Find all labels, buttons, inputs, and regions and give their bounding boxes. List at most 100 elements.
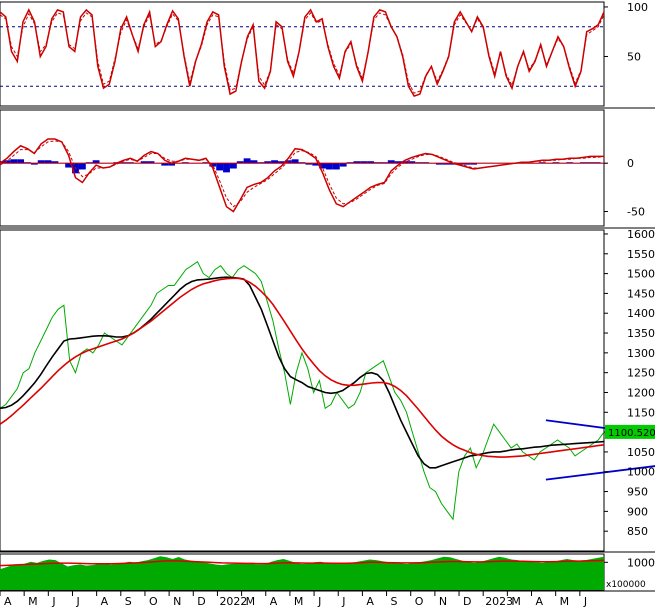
x-tick-label: M xyxy=(28,595,38,608)
histogram-bar xyxy=(65,163,73,168)
y-tick-label: 850 xyxy=(627,525,648,538)
x-tick-label: N xyxy=(173,595,181,608)
x-tick-label: M xyxy=(294,595,304,608)
histogram-bar xyxy=(284,160,292,164)
histogram-bar xyxy=(243,158,251,164)
price-line xyxy=(0,260,605,521)
y-tick-label: 950 xyxy=(627,486,648,499)
x-tick-label: J xyxy=(75,595,79,608)
trendline xyxy=(545,419,655,436)
histogram-bar xyxy=(250,160,258,164)
y-tick-label: 1450 xyxy=(627,287,655,300)
y-tick-label: 1000 xyxy=(627,466,655,479)
long-moving-average xyxy=(0,277,605,458)
x-tick-label: 2022 xyxy=(219,595,247,608)
y-tick-label: 1200 xyxy=(627,386,655,399)
histogram-bar xyxy=(470,163,478,165)
histogram-bar xyxy=(463,163,471,165)
x-tick-label: O xyxy=(415,595,424,608)
histogram-bar xyxy=(3,160,11,164)
histogram-bar xyxy=(147,161,155,164)
x-tick-label: A xyxy=(536,595,544,608)
x-tick-label: A xyxy=(366,595,374,608)
y-tick-label: 1050 xyxy=(627,446,655,459)
stochastic-frame xyxy=(0,1,605,107)
x-tick-label: N xyxy=(439,595,447,608)
stochastic-d-line xyxy=(0,12,605,94)
histogram-bar xyxy=(394,161,402,164)
histogram-bar xyxy=(332,163,340,170)
y-tick-label: 1350 xyxy=(627,327,655,340)
y-tick-label: 1400 xyxy=(627,307,655,320)
histogram-bar xyxy=(353,161,361,164)
histogram-bar xyxy=(168,163,176,166)
price-frame xyxy=(0,229,605,552)
x-tick-label: M xyxy=(560,595,570,608)
x-tick-label: A xyxy=(101,595,109,608)
histogram-bar xyxy=(223,163,230,173)
signal-line xyxy=(0,140,605,208)
histogram-bar xyxy=(44,160,52,164)
histogram-bar xyxy=(435,163,443,165)
x-tick-label: J xyxy=(51,595,55,608)
y-tick-label: 10000 xyxy=(627,556,655,569)
histogram-bar xyxy=(326,163,333,170)
histogram-bar xyxy=(161,163,169,166)
price-panel: 1600 1550 1500 1450 1400 1350 1300 1250 1200 1150… xyxy=(0,228,655,538)
last-price-label: 1100.520 xyxy=(608,428,655,439)
histogram-bar xyxy=(387,160,395,164)
short-moving-average xyxy=(0,276,605,469)
y-tick-label: 1550 xyxy=(627,248,655,261)
histogram-bar xyxy=(312,163,320,166)
histogram-bar xyxy=(37,160,45,164)
histogram-bar xyxy=(209,163,217,167)
macd-panel: 0 -50 xyxy=(0,138,645,219)
histogram-bar xyxy=(78,163,86,170)
volume-average-line xyxy=(0,559,605,567)
trendline xyxy=(545,465,655,481)
x-tick-label: 2023 xyxy=(485,595,513,608)
macd-frame xyxy=(0,109,605,227)
x-tick-label: M xyxy=(246,595,256,608)
histogram-bar xyxy=(339,163,347,167)
x-tick-label: A xyxy=(270,595,278,608)
y-tick-label: 100 xyxy=(627,1,648,14)
volume-panel: 10000 x100000 xyxy=(0,556,655,590)
volume-unit-label: x100000 xyxy=(606,580,646,590)
histogram-bar xyxy=(10,159,18,164)
y-tick-label: 1150 xyxy=(627,406,655,419)
y-tick-label: 50 xyxy=(627,50,641,63)
histogram-bar xyxy=(229,163,237,169)
x-tick-label: D xyxy=(197,595,205,608)
histogram-bar xyxy=(367,161,375,164)
x-tick-label: O xyxy=(149,595,158,608)
histogram-bar xyxy=(30,163,38,165)
x-tick-label: S xyxy=(391,595,398,608)
stochastic-panel: 100 50 xyxy=(0,1,648,98)
last-price-box xyxy=(605,424,655,439)
histogram-bar xyxy=(408,161,416,164)
histogram-bar xyxy=(216,163,224,171)
x-tick-label: J xyxy=(341,595,345,608)
histogram-bar xyxy=(140,161,148,164)
x-tick-label: J xyxy=(317,595,321,608)
histogram-bar xyxy=(236,161,244,164)
histogram-bar xyxy=(277,161,285,164)
y-tick-label: 1300 xyxy=(627,347,655,360)
x-tick-label: J xyxy=(583,595,587,608)
x-tick-label: S xyxy=(125,595,132,608)
y-tick-label: 1250 xyxy=(627,367,655,380)
histogram-bar xyxy=(305,163,313,165)
x-tick-label: D xyxy=(463,595,471,608)
volume-area xyxy=(0,556,604,590)
histogram-bar xyxy=(51,161,59,164)
histogram-bar xyxy=(17,159,25,164)
histogram-bar xyxy=(319,163,327,169)
histogram-bar xyxy=(360,161,368,164)
histogram-bar xyxy=(264,161,272,164)
x-tick-label: M xyxy=(511,595,521,608)
histogram-bar xyxy=(92,160,100,164)
